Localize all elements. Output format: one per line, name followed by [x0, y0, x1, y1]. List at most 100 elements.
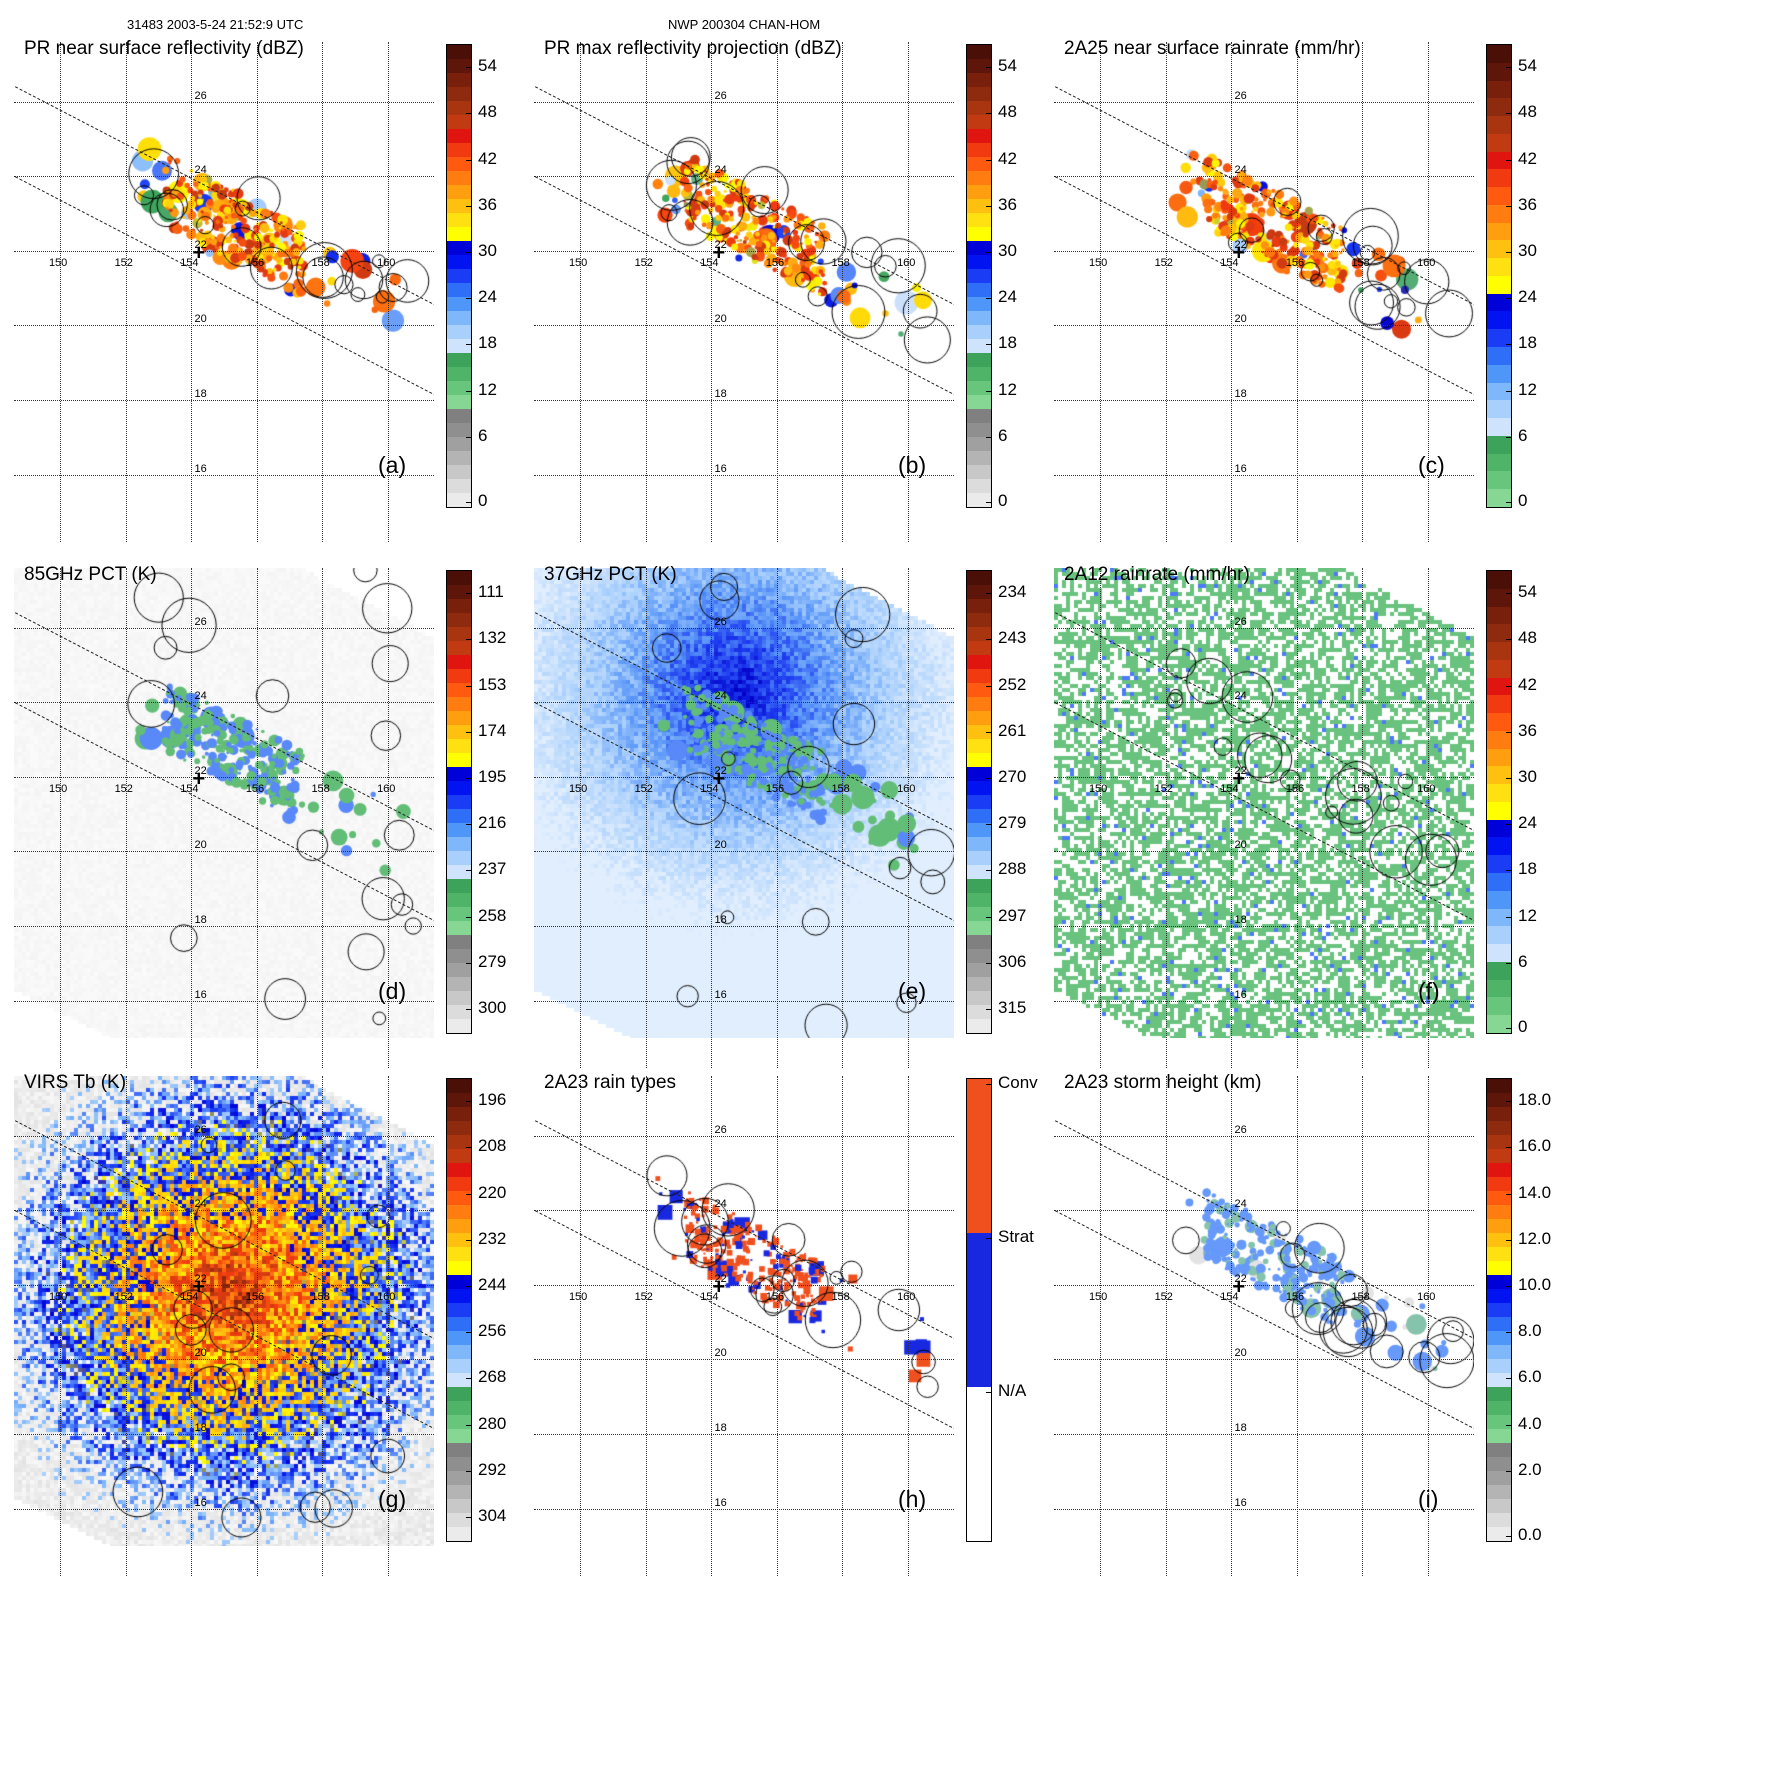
lat-tick-label: 22 [194, 238, 207, 251]
colorbar-segment [967, 669, 991, 683]
map-area[interactable] [534, 568, 954, 1068]
gridline-lon [388, 568, 390, 1068]
colorbar-segment [967, 697, 991, 711]
colorbar-segment [447, 1177, 471, 1191]
colorbar[interactable] [446, 44, 472, 508]
colorbar-segment [1487, 80, 1511, 99]
colorbar-segment [447, 1247, 471, 1261]
colorbar[interactable] [966, 570, 992, 1034]
gridline-lon [908, 42, 910, 542]
colorbar-tick [466, 1239, 472, 1241]
colorbar-tick [466, 251, 472, 253]
colorbar-tick [1506, 1378, 1512, 1380]
colorbar-tick [986, 870, 992, 872]
gridline-lon [322, 42, 324, 542]
gridline-lat [534, 250, 954, 252]
map-area[interactable] [534, 1076, 954, 1576]
colorbar-segment [1487, 1429, 1511, 1443]
colorbar-segment [1487, 997, 1511, 1016]
lat-tick-label: 20 [194, 839, 207, 852]
panel-letter: (b) [898, 452, 927, 478]
colorbar-segment [447, 59, 471, 73]
colorbar-tick [986, 731, 992, 733]
colorbar-segment [967, 851, 991, 865]
map-area[interactable] [14, 1076, 434, 1576]
colorbar-segment [447, 641, 471, 655]
map-area[interactable] [14, 568, 434, 1068]
colorbar-tick-label: 270 [998, 766, 1027, 786]
panel-title: 85GHz PCT (K) [24, 564, 157, 585]
gridline-lon [125, 568, 127, 1068]
colorbar-segment [967, 115, 991, 129]
colorbar-segment [1487, 133, 1511, 152]
colorbar-segment [447, 963, 471, 977]
data-raster [1054, 42, 1474, 512]
data-raster [14, 42, 434, 512]
colorbar-tick-label: 30 [998, 240, 1017, 260]
gridline-lat [1054, 1508, 1474, 1510]
gridline-lat [1054, 926, 1474, 928]
colorbar-segment [967, 1019, 991, 1033]
lon-tick-label: 150 [48, 1290, 68, 1303]
colorbar-tick-label: 54 [478, 56, 497, 76]
lat-tick-label: 18 [194, 914, 207, 927]
gridline-lon [1165, 42, 1167, 542]
colorbar-tick-label: 24 [1518, 813, 1537, 833]
colorbar-tick-label: 292 [478, 1459, 507, 1479]
colorbar-tick [1506, 916, 1512, 918]
colorbar-tick-label: 12 [1518, 905, 1537, 925]
colorbar-segment [447, 1135, 471, 1149]
map-area[interactable] [1054, 568, 1474, 1068]
colorbar[interactable] [966, 1078, 992, 1542]
colorbar-segment [1487, 1079, 1511, 1093]
colorbar[interactable] [966, 44, 992, 508]
lon-tick-label: 156 [765, 782, 785, 795]
colorbar[interactable] [1486, 570, 1512, 1034]
colorbar-segment [967, 879, 991, 893]
gridline-lat [1054, 1210, 1474, 1212]
map-area[interactable] [14, 42, 434, 542]
colorbar-segment [447, 115, 471, 129]
colorbar[interactable] [1486, 44, 1512, 508]
colorbar-tick [466, 344, 472, 346]
lat-tick-label: 16 [194, 988, 207, 1001]
colorbar-segment [447, 907, 471, 921]
lon-tick-label: 152 [114, 1290, 133, 1303]
gridline-lat [1054, 1284, 1474, 1286]
colorbar-tick [466, 1008, 472, 1010]
colorbar[interactable] [1486, 1078, 1512, 1542]
panel-letter: (c) [1418, 452, 1445, 478]
colorbar-segment [447, 1121, 471, 1135]
colorbar-tick-label: 279 [998, 813, 1027, 833]
colorbar-segment [1487, 1527, 1511, 1541]
colorbar-segment [1487, 784, 1511, 802]
colorbar-tick-label: 0 [1518, 491, 1528, 510]
gridline-lat [534, 176, 954, 178]
lon-tick-label: 158 [311, 1290, 330, 1303]
colorbar-segment [1487, 1219, 1511, 1233]
colorbar-tick [466, 1378, 472, 1380]
colorbar-segment [447, 325, 471, 339]
map-area[interactable] [534, 42, 954, 542]
colorbar-tick [1506, 870, 1512, 872]
colorbar-segment [1487, 275, 1511, 294]
colorbar-segment [447, 493, 471, 507]
colorbar-tick-label: 132 [478, 628, 507, 648]
colorbar[interactable] [446, 1078, 472, 1542]
lon-tick-label: 160 [1417, 782, 1436, 795]
colorbar-segment [447, 1485, 471, 1499]
colorbar-segment [447, 1359, 471, 1373]
colorbar[interactable] [446, 570, 472, 1034]
lon-tick-label: 158 [1351, 256, 1370, 269]
colorbar-tick-label: 42 [998, 148, 1017, 168]
gridline-lon [711, 1076, 713, 1576]
panel-title: VIRS Tb (K) [24, 1072, 127, 1093]
colorbar-tick [1506, 436, 1512, 438]
map-area[interactable] [1054, 1076, 1474, 1576]
gridline-lon [1099, 42, 1101, 542]
colorbar-segment [967, 311, 991, 325]
colorbar-segment [447, 1149, 471, 1163]
map-area[interactable] [1054, 42, 1474, 542]
lat-tick-label: 26 [194, 89, 207, 102]
